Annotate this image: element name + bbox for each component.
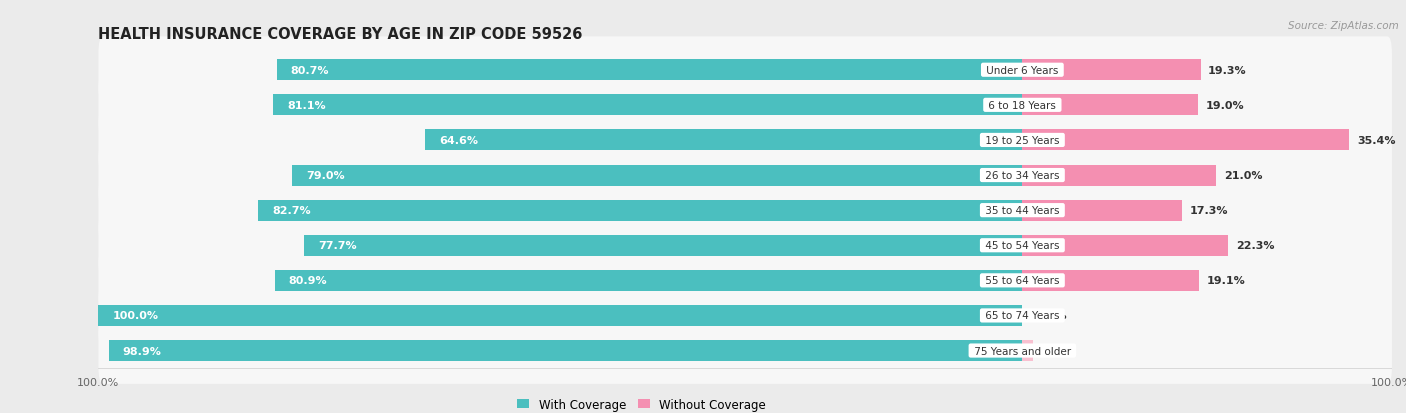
Text: 75 Years and older: 75 Years and older [970, 346, 1074, 356]
Text: 1.1%: 1.1% [1038, 346, 1069, 356]
Bar [1022, 235, 1229, 256]
Bar [98, 305, 1022, 326]
Bar [277, 60, 1022, 81]
FancyBboxPatch shape [98, 318, 1392, 384]
FancyBboxPatch shape [98, 177, 1392, 244]
Bar [305, 235, 1022, 256]
Text: 35 to 44 Years: 35 to 44 Years [981, 206, 1063, 216]
Bar [273, 95, 1022, 116]
Text: Under 6 Years: Under 6 Years [983, 66, 1062, 76]
Text: 19.1%: 19.1% [1206, 275, 1244, 286]
Text: 80.7%: 80.7% [291, 66, 329, 76]
Text: 80.9%: 80.9% [288, 275, 328, 286]
FancyBboxPatch shape [98, 247, 1392, 314]
Text: 19 to 25 Years: 19 to 25 Years [981, 135, 1063, 146]
Text: 64.6%: 64.6% [439, 135, 478, 146]
Text: HEALTH INSURANCE COVERAGE BY AGE IN ZIP CODE 59526: HEALTH INSURANCE COVERAGE BY AGE IN ZIP … [98, 26, 583, 41]
Text: 19.3%: 19.3% [1208, 66, 1247, 76]
Text: 0.0%: 0.0% [1036, 311, 1067, 320]
Text: 79.0%: 79.0% [307, 171, 344, 180]
Text: 22.3%: 22.3% [1236, 241, 1274, 251]
Text: 81.1%: 81.1% [287, 101, 326, 111]
Bar [1022, 130, 1350, 151]
Text: 26 to 34 Years: 26 to 34 Years [981, 171, 1063, 180]
FancyBboxPatch shape [98, 107, 1392, 174]
Bar [426, 130, 1022, 151]
Text: 21.0%: 21.0% [1223, 171, 1263, 180]
Legend: With Coverage, Without Coverage: With Coverage, Without Coverage [517, 398, 766, 411]
Bar [259, 200, 1022, 221]
Bar [276, 270, 1022, 291]
Text: 35.4%: 35.4% [1357, 135, 1395, 146]
Text: Source: ZipAtlas.com: Source: ZipAtlas.com [1288, 21, 1399, 31]
Text: 98.9%: 98.9% [122, 346, 162, 356]
FancyBboxPatch shape [98, 212, 1392, 279]
Text: 65 to 74 Years: 65 to 74 Years [981, 311, 1063, 320]
Bar [1022, 200, 1182, 221]
Text: 45 to 54 Years: 45 to 54 Years [981, 241, 1063, 251]
FancyBboxPatch shape [98, 282, 1392, 349]
Text: 6 to 18 Years: 6 to 18 Years [986, 101, 1060, 111]
FancyBboxPatch shape [98, 37, 1392, 104]
Bar [108, 340, 1022, 361]
FancyBboxPatch shape [98, 72, 1392, 139]
Bar [1022, 270, 1199, 291]
Text: 82.7%: 82.7% [273, 206, 311, 216]
Text: 55 to 64 Years: 55 to 64 Years [981, 275, 1063, 286]
FancyBboxPatch shape [98, 142, 1392, 209]
Bar [1022, 340, 1032, 361]
Text: 77.7%: 77.7% [318, 241, 357, 251]
Bar [1022, 165, 1216, 186]
Text: 100.0%: 100.0% [112, 311, 159, 320]
Bar [292, 165, 1022, 186]
Bar [1022, 95, 1198, 116]
Text: 19.0%: 19.0% [1205, 101, 1244, 111]
Text: 17.3%: 17.3% [1189, 206, 1227, 216]
Bar [1022, 60, 1201, 81]
